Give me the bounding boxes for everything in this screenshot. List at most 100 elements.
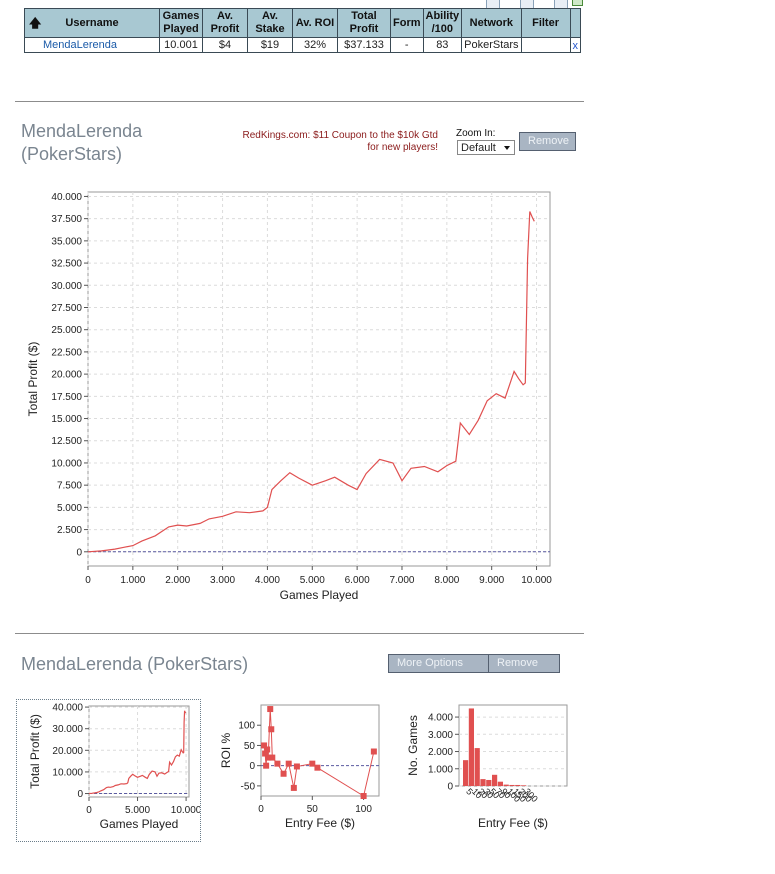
y-tick-label: 20.000 — [51, 370, 82, 381]
y-tick-label: 20.000 — [52, 746, 83, 757]
x-tick-label: 6.000 — [345, 575, 370, 586]
header-filter[interactable]: Filter — [520, 8, 571, 38]
histogram-bar — [503, 784, 509, 786]
scatter-point — [370, 748, 377, 755]
cell-games-played: 10.001 — [159, 37, 203, 53]
remove-row-link[interactable]: x — [569, 37, 582, 53]
y-tick-label: 0 — [447, 782, 453, 793]
histogram-bar — [515, 784, 521, 786]
x-tick-label: 5.000 — [125, 805, 150, 816]
cell-form: - — [390, 37, 424, 53]
y-axis-title: Total Profit ($) — [28, 714, 42, 789]
header-av-roi[interactable]: Av. ROI — [292, 8, 338, 38]
header-network[interactable]: Network — [461, 8, 522, 38]
y-tick-label: 0 — [76, 547, 82, 558]
y-tick-label: 15.000 — [51, 414, 82, 425]
cell-total-profit: $37.133 — [337, 37, 391, 53]
y-axis-title: No. Games — [406, 715, 420, 776]
cell-av-stake: $19 — [247, 37, 293, 53]
y-tick-label: 0 — [249, 761, 255, 772]
histogram-bar — [468, 708, 474, 786]
y-tick-label: 100 — [238, 721, 255, 732]
y-tick-label: 5.000 — [57, 503, 82, 514]
scatter-point — [261, 742, 268, 749]
plot-area — [260, 704, 380, 797]
remove-button-2[interactable]: Remove — [488, 654, 560, 673]
up-arrow-icon[interactable]: 🡅 — [29, 16, 42, 30]
y-tick-label: 40.000 — [51, 192, 82, 203]
header-av-stake[interactable]: Av. Stake — [247, 8, 293, 38]
y-tick-label: 4.000 — [428, 713, 453, 724]
histogram-bar — [486, 779, 492, 786]
profit-thumbnail-chart[interactable]: 0 5.000 10.000 0 10.000 20.000 30.000 40.000 Gam… — [17, 700, 202, 841]
header-av-profit[interactable]: Av. Profit — [202, 8, 248, 38]
y-tick-label: 10.000 — [52, 767, 83, 778]
y-tick-label: 2.500 — [57, 525, 82, 536]
y-tick-label: 27.500 — [51, 303, 82, 314]
x-tick-label: 3.000 — [210, 575, 235, 586]
scatter-point — [267, 706, 274, 713]
remove-button[interactable]: Remove — [519, 132, 576, 151]
histogram-bar — [492, 774, 498, 786]
scatter-point — [280, 770, 287, 777]
header-username[interactable]: 🡅 Username — [24, 8, 160, 38]
y-tick-label: 30.000 — [51, 281, 82, 292]
scatter-point — [262, 750, 269, 757]
x-tick-label: 9.000 — [479, 575, 504, 586]
cell-username[interactable]: MendaLerenda — [24, 37, 160, 53]
y-tick-label: 40.000 — [52, 703, 83, 714]
x-tick-label: 5 — [464, 786, 475, 797]
scatter-point — [268, 726, 275, 733]
x-tick-label: 10.000 — [171, 805, 200, 816]
x-tick-label: 0 — [85, 575, 91, 586]
y-tick-label: -50 — [241, 781, 256, 792]
total-profit-chart: 0 1.000 2.000 3.000 4.000 5.000 6.000 7.000 8.00… — [26, 191, 552, 602]
profit-thumbnail-frame[interactable]: 0 5.000 10.000 0 10.000 20.000 30.000 40.000 Gam… — [16, 699, 202, 842]
y-tick-label: 35.000 — [51, 236, 82, 247]
more-options-button[interactable]: More Options — [388, 654, 489, 673]
x-tick-label: 5.000 — [300, 575, 325, 586]
cell-av-roi: 32% — [292, 37, 338, 53]
scatter-point — [269, 754, 276, 761]
y-tick-label: 22.500 — [51, 347, 82, 358]
y-tick-label: 2.000 — [428, 747, 453, 758]
header-ability[interactable]: Ability /100 — [422, 8, 463, 38]
games-histogram-chart[interactable]: 01.0002.0003.0004.0005102030507090100150… — [403, 699, 578, 842]
x-tick-label: 8.000 — [434, 575, 459, 586]
toolbar-icons — [484, 0, 584, 9]
cell-filter[interactable] — [520, 37, 571, 53]
x-tick-label: 10.000 — [521, 575, 552, 586]
x-tick-label: 1.000 — [120, 575, 145, 586]
promo-link[interactable]: RedKings.com: $11 Coupon to the $10k Gtd… — [242, 130, 439, 153]
y-tick-label: 32.500 — [51, 259, 82, 270]
x-tick-label: 50 — [307, 804, 319, 815]
player-title-2: MendaLerenda (PokerStars) — [21, 654, 249, 674]
scatter-point — [265, 754, 272, 761]
plot-area — [87, 191, 551, 567]
scatter-point — [360, 793, 367, 799]
x-axis-title: Entry Fee ($) — [478, 816, 548, 830]
y-tick-label: 17.500 — [51, 392, 82, 403]
scatter-point — [263, 762, 270, 769]
x-axis-title: Games Played — [100, 817, 179, 831]
x-tick-label: 7.000 — [389, 575, 414, 586]
export-icon[interactable] — [572, 0, 583, 6]
zoom-select[interactable]: Default — [457, 140, 515, 155]
histogram-bar — [521, 785, 527, 786]
histogram-bar — [480, 779, 486, 786]
x-tick-label: 0 — [258, 804, 264, 815]
cell-ability: 83 — [422, 37, 463, 53]
header-games-played[interactable]: Games Played — [159, 8, 203, 38]
x-tick-label: 100 — [355, 804, 372, 815]
y-axis-title: Total Profit ($) — [26, 342, 40, 417]
histogram-bar — [497, 781, 503, 786]
divider — [15, 633, 584, 634]
x-axis-title: Games Played — [280, 588, 359, 602]
scatter-point — [290, 784, 297, 791]
header-spacer — [569, 8, 582, 38]
player-stats-table: 🡅 Username Games Played Av. Profit Av. S… — [24, 8, 582, 53]
header-form[interactable]: Form — [390, 8, 424, 38]
y-tick-label: 37.500 — [51, 214, 82, 225]
header-total-profit[interactable]: Total Profit — [337, 8, 391, 38]
